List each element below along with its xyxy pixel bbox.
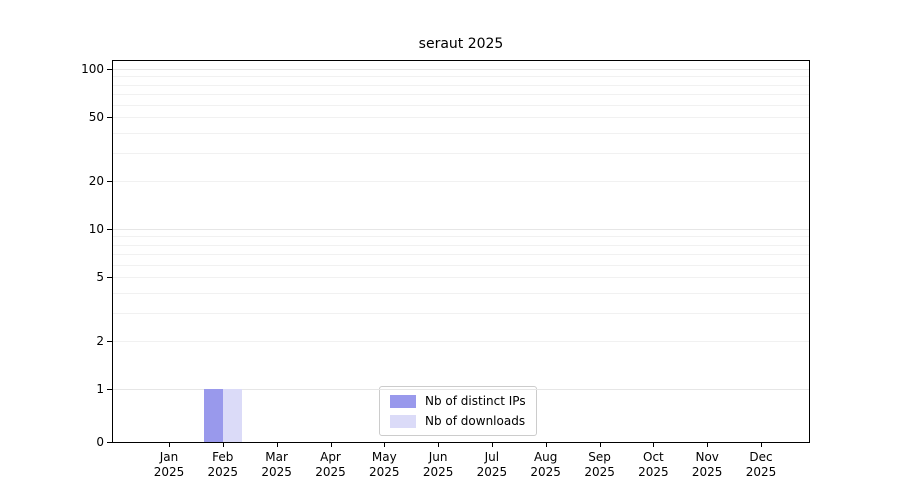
x-tick-label: Feb 2025 bbox=[193, 450, 253, 480]
x-tick-label: Jul 2025 bbox=[462, 450, 522, 480]
x-tick-mark bbox=[599, 443, 601, 447]
gridline-minor bbox=[113, 277, 809, 279]
x-tick-label: Aug 2025 bbox=[516, 450, 576, 480]
x-tick-year: 2025 bbox=[691, 465, 723, 479]
x-tick-label: Mar 2025 bbox=[247, 450, 307, 480]
x-tick-month: May bbox=[371, 450, 397, 464]
x-tick-label: Jun 2025 bbox=[408, 450, 468, 480]
x-tick-mark bbox=[330, 443, 332, 447]
y-tick-mark bbox=[107, 180, 112, 182]
y-tick-mark bbox=[107, 340, 112, 342]
x-tick-mark bbox=[707, 443, 709, 447]
x-tick-year: 2025 bbox=[261, 465, 292, 479]
x-tick-mark bbox=[545, 443, 547, 447]
y-tick-label: 100 bbox=[81, 62, 104, 76]
x-tick-year: 2025 bbox=[745, 465, 777, 479]
y-tick-label: 50 bbox=[88, 110, 104, 125]
x-tick-month: Jul bbox=[484, 450, 500, 464]
gridline-minor bbox=[113, 152, 809, 154]
y-tick-mark bbox=[107, 389, 112, 390]
y-tick-mark bbox=[107, 229, 112, 230]
x-tick-label: May 2025 bbox=[354, 450, 414, 480]
bar-nb-of-downloads bbox=[222, 389, 242, 442]
x-tick-month: Jan bbox=[159, 450, 179, 464]
x-tick-month: Aug bbox=[533, 450, 558, 464]
x-tick-mark bbox=[438, 443, 440, 447]
gridline-minor bbox=[113, 292, 809, 294]
x-tick-year: 2025 bbox=[369, 465, 400, 479]
x-tick-year: 2025 bbox=[476, 465, 508, 479]
y-tick-mark bbox=[107, 277, 112, 279]
x-tick-year: 2025 bbox=[584, 465, 615, 479]
legend: Nb of distinct IPs Nb of downloads bbox=[379, 386, 537, 436]
gridline-minor bbox=[113, 244, 809, 246]
x-tick-month: Apr bbox=[320, 450, 341, 464]
legend-swatch bbox=[390, 394, 416, 408]
x-tick-mark bbox=[169, 443, 170, 447]
chart-title: seraut 2025 bbox=[418, 36, 504, 52]
gridline-minor bbox=[113, 117, 809, 119]
y-tick-label: 0 bbox=[96, 435, 104, 449]
gridline-minor bbox=[113, 180, 809, 182]
y-tick-label: 1 bbox=[96, 382, 104, 396]
legend-label: Nb of distinct IPs bbox=[425, 394, 526, 408]
x-tick-mark bbox=[491, 443, 493, 447]
x-tick-mark bbox=[222, 443, 224, 447]
x-tick-label: Nov 2025 bbox=[677, 450, 737, 480]
x-tick-month: Jun bbox=[428, 450, 448, 464]
x-tick-month: Oct bbox=[643, 450, 664, 464]
x-tick-label: Sep 2025 bbox=[570, 450, 630, 480]
y-tick-label: 10 bbox=[88, 222, 104, 236]
x-tick-mark bbox=[384, 443, 386, 447]
y-tick-label: 5 bbox=[96, 270, 104, 285]
x-tick-month: Mar bbox=[265, 450, 288, 464]
x-tick-month: Feb bbox=[212, 450, 234, 464]
x-tick-year: 2025 bbox=[422, 465, 454, 479]
y-tick-label: 20 bbox=[88, 173, 104, 188]
gridline-minor bbox=[113, 312, 809, 314]
gridline-minor bbox=[113, 340, 809, 342]
x-tick-year: 2025 bbox=[153, 465, 185, 479]
gridline-minor bbox=[113, 104, 809, 106]
legend-swatch bbox=[390, 414, 416, 428]
gridline-minor bbox=[113, 93, 809, 95]
y-tick-mark bbox=[107, 442, 112, 443]
x-tick-month: Sep bbox=[588, 450, 611, 464]
gridline-minor bbox=[113, 132, 809, 134]
x-tick-month: Nov bbox=[695, 450, 719, 464]
x-tick-month: Dec bbox=[749, 450, 773, 464]
x-tick-mark bbox=[761, 443, 762, 447]
gridline-minor bbox=[113, 76, 809, 78]
x-tick-mark bbox=[653, 443, 655, 447]
gridline-major bbox=[113, 389, 809, 390]
y-tick-label: 2 bbox=[96, 333, 104, 348]
x-tick-label: Dec 2025 bbox=[731, 450, 791, 480]
gridline-minor bbox=[113, 253, 809, 255]
legend-entry: Nb of downloads bbox=[390, 414, 526, 428]
gridline-minor bbox=[113, 264, 809, 266]
x-tick-year: 2025 bbox=[207, 465, 239, 479]
gridline-major bbox=[113, 69, 809, 70]
gridline-minor bbox=[113, 236, 809, 238]
plot-area: Nb of distinct IPs Nb of downloads bbox=[112, 60, 810, 443]
y-tick-mark bbox=[107, 69, 112, 70]
x-tick-year: 2025 bbox=[638, 465, 669, 479]
x-tick-label: Apr 2025 bbox=[301, 450, 361, 480]
bar-nb-of-distinct-ips bbox=[203, 389, 223, 442]
y-tick-mark bbox=[107, 117, 112, 119]
gridline-major bbox=[113, 229, 809, 230]
x-tick-label: Jan 2025 bbox=[139, 450, 199, 480]
legend-label: Nb of downloads bbox=[425, 414, 526, 428]
gridline-minor bbox=[113, 84, 809, 86]
legend-entry: Nb of distinct IPs bbox=[390, 394, 526, 408]
x-tick-year: 2025 bbox=[315, 465, 346, 479]
x-tick-mark bbox=[276, 443, 278, 447]
x-tick-label: Oct 2025 bbox=[623, 450, 683, 480]
x-tick-year: 2025 bbox=[530, 465, 561, 479]
